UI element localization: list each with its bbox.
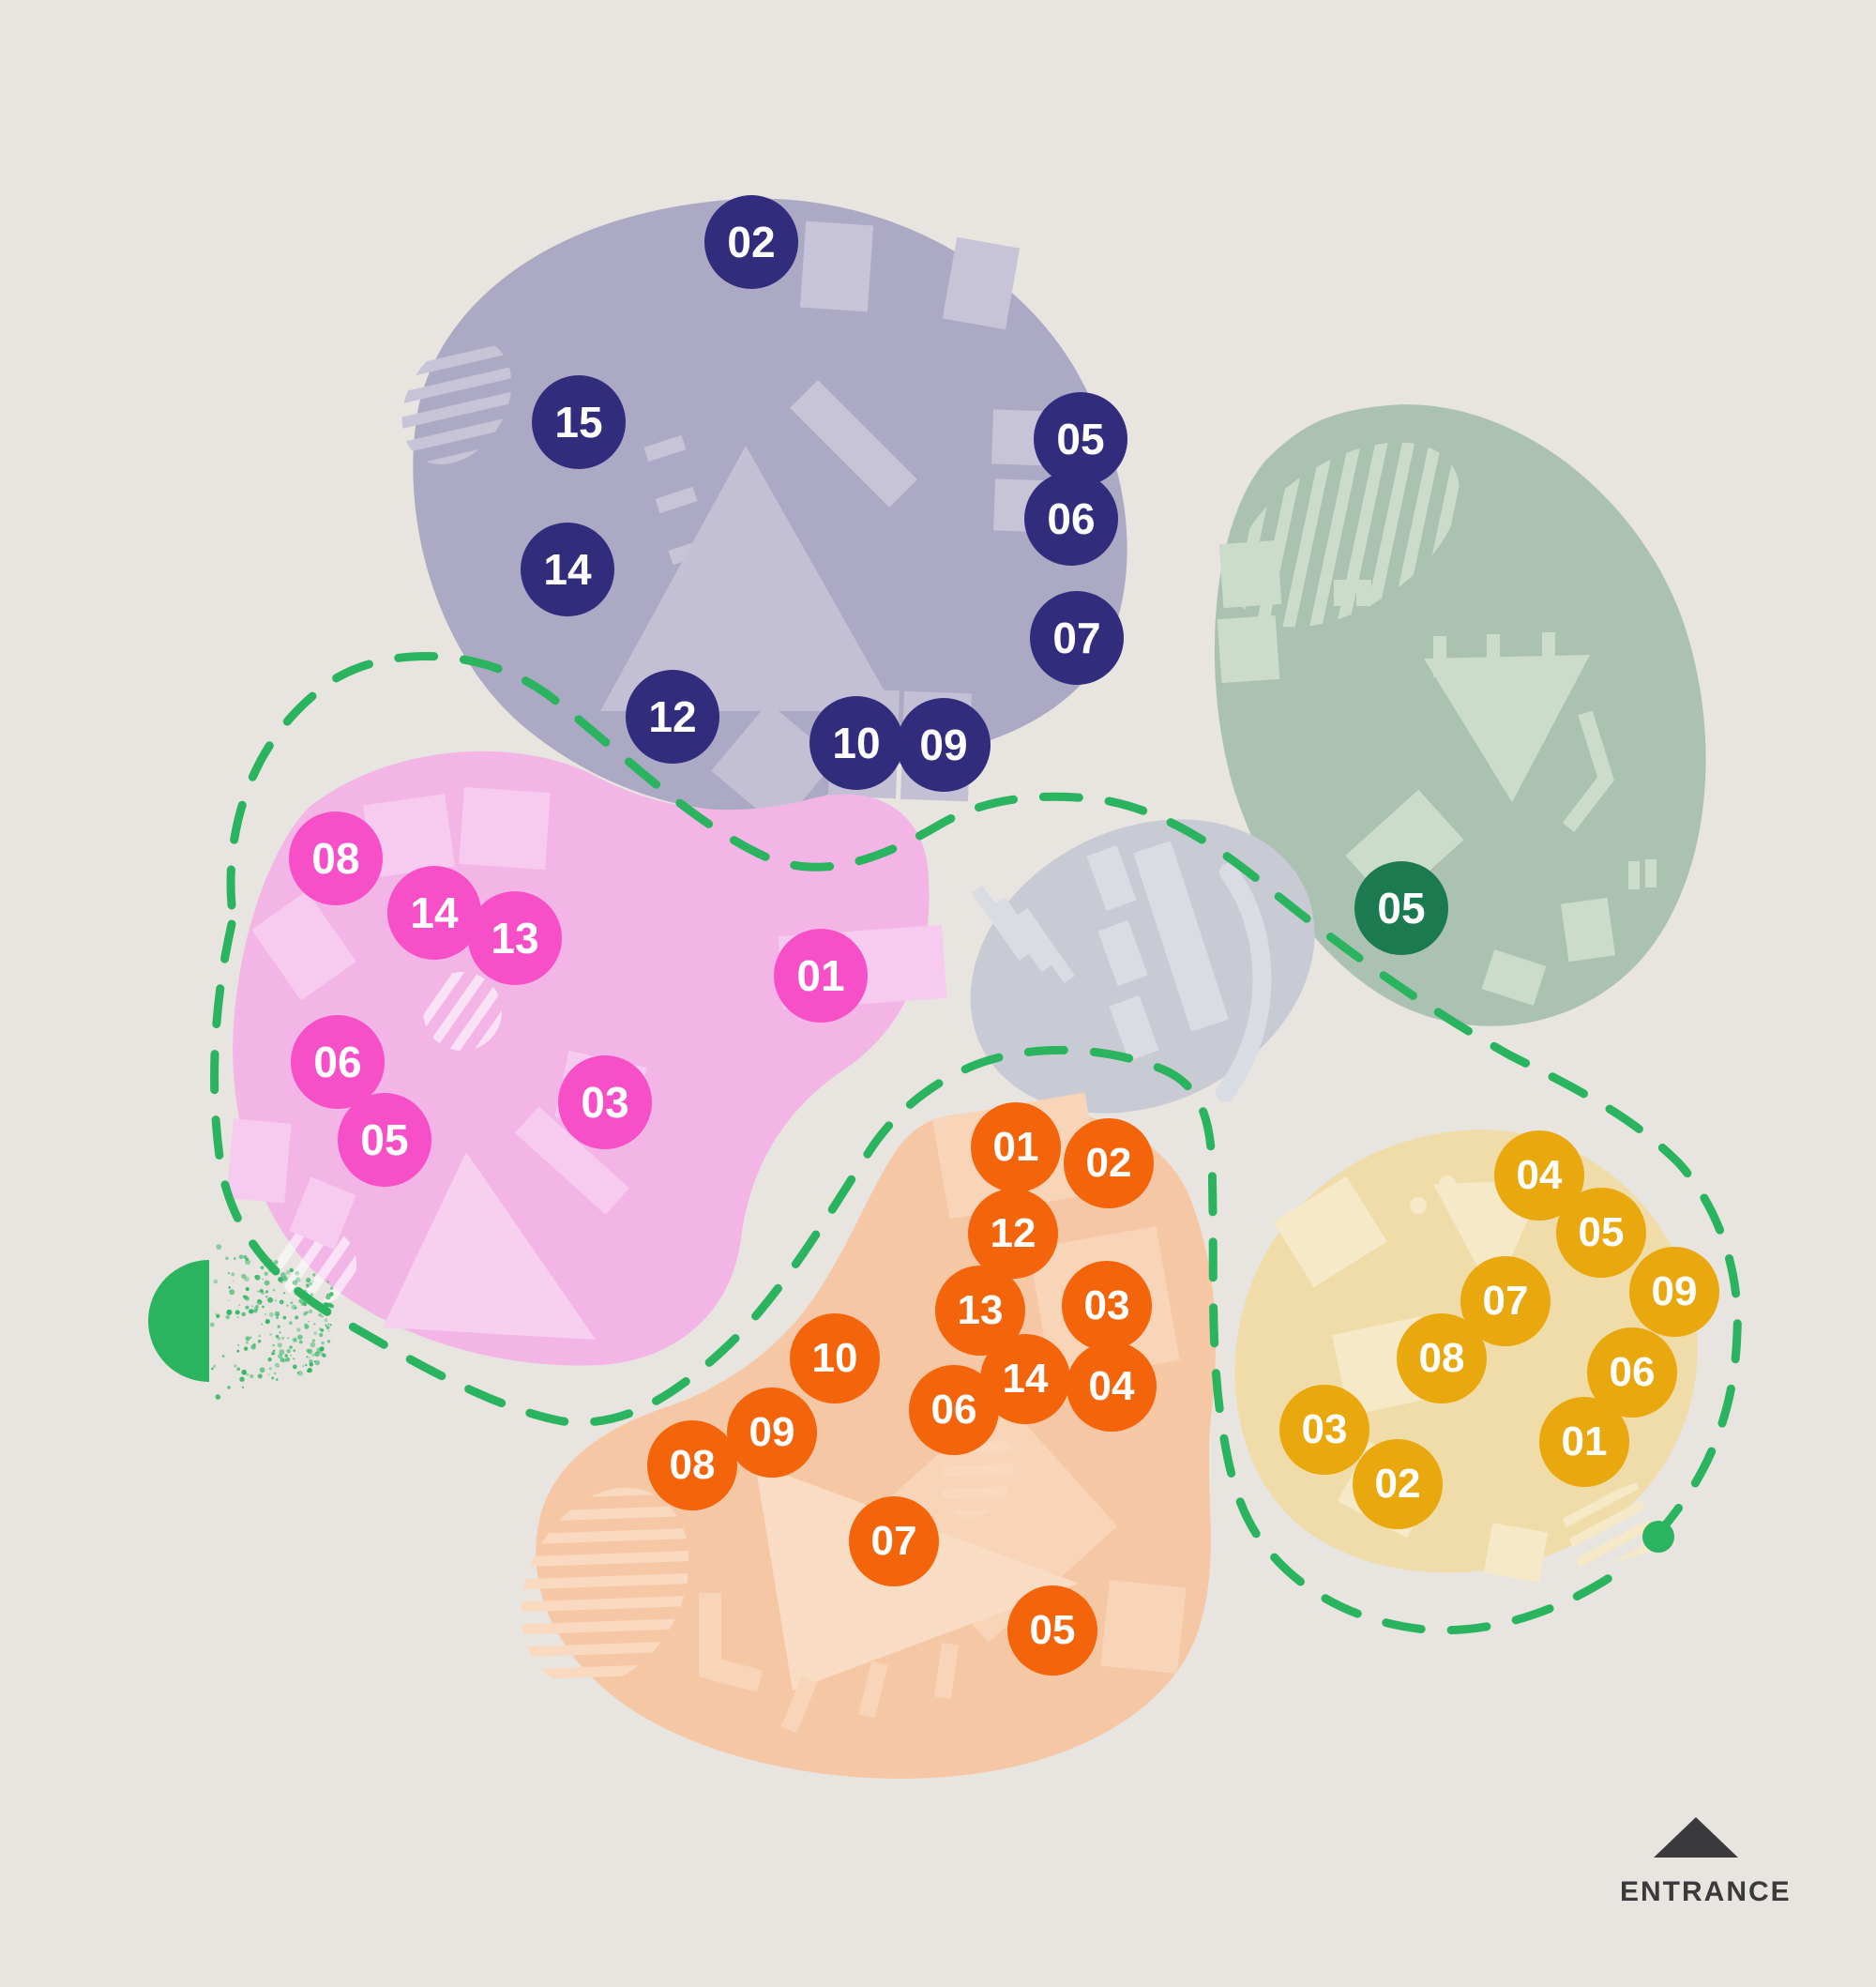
entrance-arrow-icon bbox=[1654, 1817, 1738, 1858]
spray-dots-decoration bbox=[209, 1244, 334, 1400]
marker-purple-02[interactable]: 02 bbox=[704, 195, 798, 289]
marker-orange-02[interactable]: 02 bbox=[1064, 1118, 1154, 1208]
marker-purple-09[interactable]: 09 bbox=[897, 698, 991, 792]
zone-blob-purple bbox=[401, 198, 1127, 828]
marker-pink-05[interactable]: 05 bbox=[338, 1093, 431, 1187]
green-hatch-ellipse bbox=[1233, 442, 1460, 628]
marker-yellow-01[interactable]: 01 bbox=[1539, 1397, 1629, 1487]
marker-purple-05[interactable]: 05 bbox=[1034, 392, 1127, 486]
marker-pink-06[interactable]: 06 bbox=[291, 1015, 385, 1109]
marker-pink-13[interactable]: 13 bbox=[468, 891, 562, 985]
marker-purple-15[interactable]: 15 bbox=[532, 375, 626, 469]
marker-pink-03[interactable]: 03 bbox=[558, 1055, 652, 1149]
pink-hatch-circle bbox=[423, 972, 502, 1051]
marker-yellow-08[interactable]: 08 bbox=[1397, 1313, 1487, 1403]
marker-orange-14[interactable]: 14 bbox=[980, 1334, 1070, 1424]
marker-yellow-04[interactable]: 04 bbox=[1494, 1130, 1584, 1221]
purple-triangle-decoration bbox=[600, 446, 896, 711]
marker-orange-10[interactable]: 10 bbox=[790, 1313, 880, 1403]
marker-purple-10[interactable]: 10 bbox=[809, 696, 903, 790]
center-gray-blob bbox=[970, 819, 1315, 1114]
marker-yellow-09[interactable]: 09 bbox=[1629, 1247, 1719, 1337]
marker-pink-08[interactable]: 08 bbox=[289, 811, 383, 905]
marker-orange-08[interactable]: 08 bbox=[647, 1420, 737, 1510]
green-triangle-decoration bbox=[1424, 655, 1590, 802]
marker-orange-01[interactable]: 01 bbox=[971, 1102, 1061, 1192]
route-path-north bbox=[226, 651, 1742, 1540]
marker-yellow-03[interactable]: 03 bbox=[1279, 1385, 1369, 1475]
marker-orange-04[interactable]: 04 bbox=[1067, 1342, 1157, 1432]
marker-orange-07[interactable]: 07 bbox=[849, 1496, 939, 1586]
marker-purple-12[interactable]: 12 bbox=[626, 670, 719, 764]
marker-orange-05[interactable]: 05 bbox=[1007, 1585, 1097, 1676]
purple-hatch-ellipse bbox=[401, 339, 512, 464]
marker-purple-06[interactable]: 06 bbox=[1024, 472, 1118, 566]
marker-purple-07[interactable]: 07 bbox=[1030, 591, 1124, 685]
zone-blob-green bbox=[1214, 404, 1706, 1026]
marker-orange-09[interactable]: 09 bbox=[727, 1388, 817, 1478]
marker-green-05[interactable]: 05 bbox=[1354, 861, 1448, 955]
marker-orange-12[interactable]: 12 bbox=[968, 1189, 1058, 1279]
marker-purple-14[interactable]: 14 bbox=[521, 523, 614, 616]
marker-yellow-05[interactable]: 05 bbox=[1556, 1188, 1646, 1278]
route-end-dot bbox=[1642, 1521, 1674, 1553]
route-path-south bbox=[210, 919, 1637, 1635]
pink-triangle-decoration bbox=[383, 1152, 596, 1340]
half-circle-decoration bbox=[148, 1260, 209, 1382]
yellow-hatch-patch bbox=[1559, 1482, 1658, 1574]
marker-pink-14[interactable]: 14 bbox=[387, 866, 481, 960]
marker-pink-01[interactable]: 01 bbox=[774, 929, 868, 1023]
marker-orange-03[interactable]: 03 bbox=[1062, 1261, 1152, 1351]
pink-hatch-circle bbox=[278, 1225, 356, 1304]
entrance-label: ENTRANCE bbox=[1620, 1876, 1792, 1907]
marker-yellow-02[interactable]: 02 bbox=[1353, 1439, 1443, 1529]
orange-hatch-ellipse bbox=[521, 1487, 689, 1688]
